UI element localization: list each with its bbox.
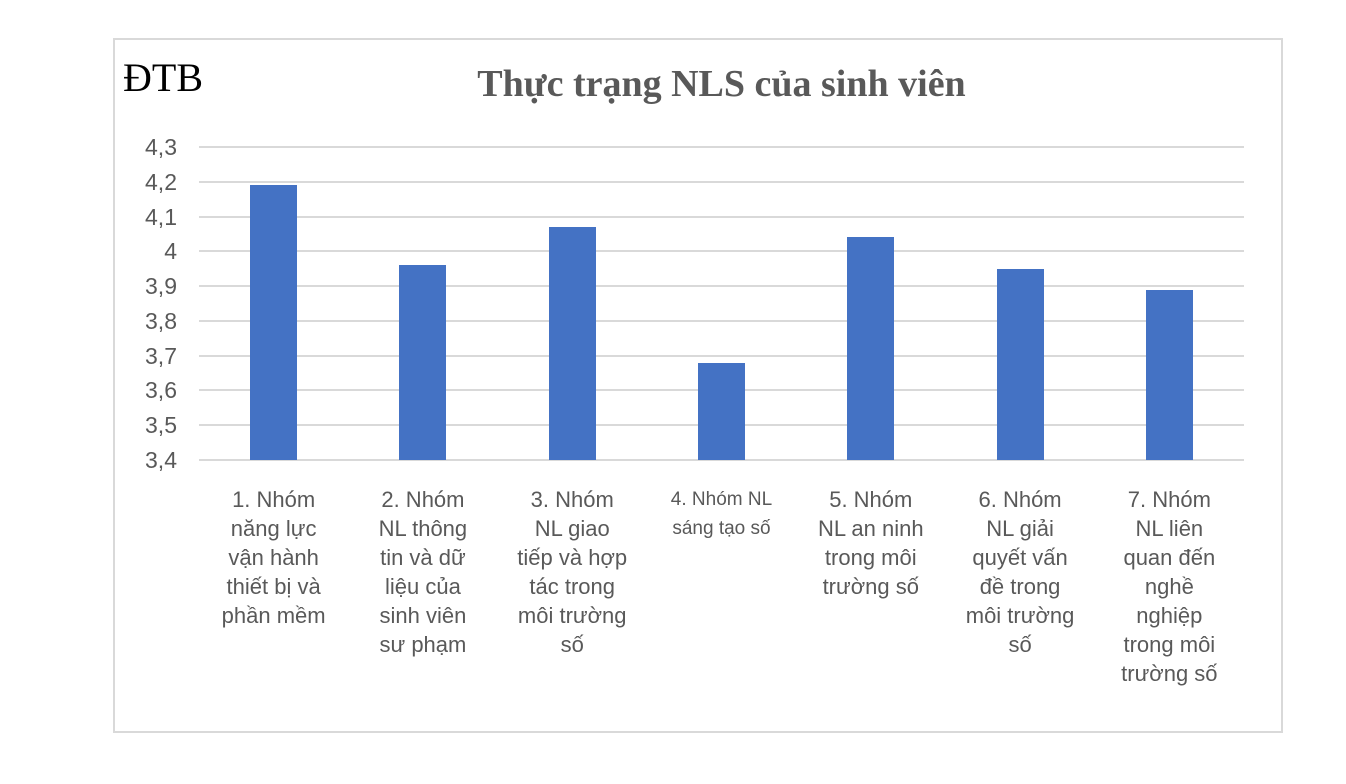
bar-1: [250, 185, 298, 460]
bar-3: [548, 226, 596, 460]
y-tick-label: 4: [164, 238, 177, 265]
x-category-label: 2. Nhóm NL thông tin và dữ liệu của sinh…: [378, 487, 468, 657]
chart-title: Thực trạng NLS của sinh viên: [477, 63, 966, 105]
gridline: [199, 215, 1244, 218]
x-category-label: 4. Nhóm NL sáng tạo số: [670, 489, 773, 539]
bar-4: [698, 362, 745, 460]
gridline: [199, 146, 1244, 148]
chart-frame: ĐTB Thực trạng NLS của sinh viên 4,3 4,2 4…: [113, 38, 1283, 733]
gridline: [199, 180, 1244, 183]
x-category-label: 1. Nhóm năng lực vận hành thiết bị và ph…: [221, 487, 326, 628]
y-tick-label: 4,1: [145, 203, 177, 230]
gridline: [199, 250, 1244, 253]
y-tick-label: 3,6: [145, 377, 177, 404]
x-category-label: 7. Nhóm NL liên quan đến nghề nghiệp tro…: [1121, 487, 1218, 686]
y-tick-label: 3,9: [145, 273, 177, 300]
bar-6: [996, 268, 1044, 460]
bar-7: [1145, 289, 1193, 460]
gridline: [199, 319, 1244, 322]
gridline: [199, 285, 1244, 288]
y-tick-label: 3,8: [145, 307, 177, 334]
bar-5: [847, 237, 895, 460]
y-tick-label: 4,3: [145, 134, 177, 160]
x-category-label: 5. Nhóm NL an ninh trong môi trường số: [817, 487, 924, 599]
y-tick-label: 4,2: [145, 168, 177, 195]
gridline: [199, 459, 1244, 461]
bar-2: [399, 265, 447, 460]
y-tick-label: 3,5: [145, 412, 177, 439]
y-tick-label: 3,7: [145, 342, 177, 369]
x-category-label: 6. Nhóm NL giải quyết vấn đề trong môi t…: [965, 487, 1075, 657]
gridline: [199, 354, 1244, 357]
x-category-label: 3. Nhóm NL giao tiếp và hợp tác trong mô…: [517, 487, 628, 657]
y-tick-label: 3,4: [145, 447, 177, 473]
y-axis-title: ĐTB: [123, 55, 203, 100]
